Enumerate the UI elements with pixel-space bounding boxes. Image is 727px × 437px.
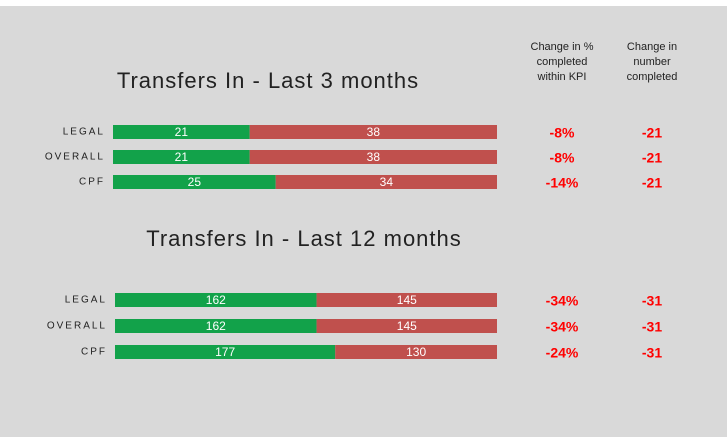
column-header: Change in	[627, 41, 677, 53]
row-label: LEGAL	[63, 127, 105, 138]
change-pct: -14%	[546, 175, 579, 191]
change-number: -31	[642, 345, 662, 361]
bar-segment	[115, 345, 336, 359]
bar-label: 21	[175, 150, 189, 164]
bar-segment	[275, 175, 497, 189]
column-header: completed	[627, 71, 678, 83]
change-pct: -34%	[546, 319, 579, 335]
row-label: CPF	[79, 177, 105, 188]
bar-label: 177	[215, 345, 235, 359]
column-header: Change in %	[531, 41, 594, 53]
bar-segment	[249, 150, 497, 164]
bar-label: 145	[397, 319, 417, 333]
chart-title: Transfers In - Last 12 months	[146, 226, 462, 251]
bar-segment	[115, 293, 317, 307]
change-pct: -24%	[546, 345, 579, 361]
change-pct: -34%	[546, 293, 579, 309]
bar-label: 38	[367, 125, 381, 139]
bar-segment	[113, 175, 276, 189]
chart-title: Transfers In - Last 3 months	[117, 68, 419, 93]
bar-segment	[113, 125, 250, 139]
bar-segment	[249, 125, 497, 139]
change-number: -21	[642, 125, 662, 141]
bar-label: 38	[367, 150, 381, 164]
bar-label: 130	[406, 345, 426, 359]
bar-label: 162	[206, 319, 226, 333]
bar-segment	[316, 319, 497, 333]
column-header: within KPI	[537, 71, 587, 83]
change-number: -31	[642, 293, 662, 309]
bar-label: 34	[380, 175, 394, 189]
change-pct: -8%	[550, 125, 575, 141]
bar-label: 162	[206, 293, 226, 307]
bar-segment	[113, 150, 250, 164]
column-header: completed	[537, 56, 588, 68]
row-label: OVERALL	[45, 152, 105, 163]
bar-segment	[335, 345, 497, 359]
change-number: -21	[642, 150, 662, 166]
column-header: number	[633, 56, 671, 68]
row-label: OVERALL	[47, 321, 107, 332]
panel	[0, 6, 727, 437]
row-label: CPF	[81, 347, 107, 358]
bar-label: 21	[175, 125, 189, 139]
bar-label: 25	[188, 175, 202, 189]
bar-segment	[115, 319, 317, 333]
bar-label: 145	[397, 293, 417, 307]
change-pct: -8%	[550, 150, 575, 166]
row-label: LEGAL	[65, 295, 107, 306]
change-number: -21	[642, 175, 662, 191]
change-number: -31	[642, 319, 662, 335]
bar-segment	[316, 293, 497, 307]
